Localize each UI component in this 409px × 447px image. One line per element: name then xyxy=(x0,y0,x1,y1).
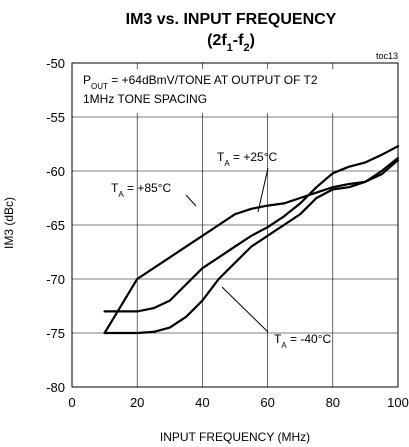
series-label-85c: TA = +85°C xyxy=(111,181,172,199)
note-sub: OUT xyxy=(91,82,108,91)
y-tick-label: -60 xyxy=(46,164,65,179)
series-line-85c xyxy=(103,159,400,335)
series-line-25c xyxy=(103,145,400,313)
tick-labels: 0 20 40 60 80 100 -50 -55 -60 -65 -70 -75 -80 xyxy=(46,56,409,410)
subtitle-sub1: 1 xyxy=(227,42,233,54)
chart-title: IM3 vs. INPUT FREQUENCY xyxy=(126,11,337,28)
y-tick-label: -50 xyxy=(46,56,65,71)
annotation-background xyxy=(80,69,380,113)
x-tick-label: 20 xyxy=(130,395,144,410)
annotation-line2: 1MHz TONE SPACING xyxy=(83,92,207,106)
note-post: = +64dBmV/TONE AT OUTPUT OF T2 xyxy=(108,73,318,87)
series-label-minus40c: TA = -40°C xyxy=(274,332,332,350)
x-tick-label: 100 xyxy=(387,395,409,410)
x-tick-label: 40 xyxy=(195,395,209,410)
subtitle-pre: (2f xyxy=(207,32,227,49)
series-lines xyxy=(103,145,400,335)
y-axis-label: IM3 (dBc) xyxy=(2,197,16,249)
x-tick-label: 80 xyxy=(326,395,340,410)
subtitle-post: ) xyxy=(250,32,255,49)
leader-minus40c xyxy=(221,286,269,333)
subtitle-sub2: 2 xyxy=(243,42,249,54)
x-axis-label: INPUT FREQUENCY (MHz) xyxy=(160,430,310,444)
leader-25c xyxy=(257,167,269,213)
figure-tag: toc13 xyxy=(376,51,398,61)
grid xyxy=(72,63,398,387)
x-tick-label: 60 xyxy=(260,395,274,410)
y-tick-label: -80 xyxy=(46,380,65,395)
series-line-minus40c xyxy=(103,156,400,335)
subtitle-mid: -f xyxy=(233,32,244,49)
annotation-line1: POUT = +64dBmV/TONE AT OUTPUT OF T2 xyxy=(83,73,318,91)
y-tick-label: -70 xyxy=(46,272,65,287)
y-tick-label: -75 xyxy=(46,326,65,341)
leader-85c xyxy=(185,194,197,207)
note-pre: P xyxy=(83,73,91,87)
y-tick-label: -65 xyxy=(46,218,65,233)
x-tick-label: 0 xyxy=(68,395,75,410)
series-label-25c: TA = +25°C xyxy=(217,150,278,168)
plot-frame xyxy=(71,62,399,388)
chart-subtitle: (2f1-f2) xyxy=(207,32,255,54)
y-tick-label: -55 xyxy=(46,110,65,125)
